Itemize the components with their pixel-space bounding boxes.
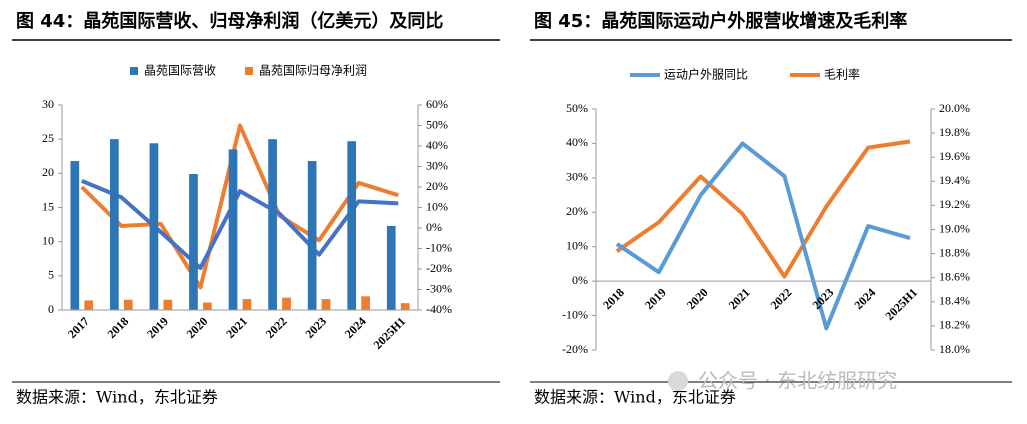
bar bbox=[149, 143, 159, 310]
y-tick-label: 10% bbox=[566, 238, 588, 252]
y2-tick-label: 19.8% bbox=[939, 125, 970, 139]
line bbox=[81, 179, 399, 270]
y2-tick-label: 30% bbox=[426, 158, 448, 172]
y-tick-label: 30% bbox=[566, 170, 588, 184]
y-tick-label: 40% bbox=[566, 135, 588, 149]
y2-tick-label: 19.0% bbox=[939, 221, 970, 235]
bar bbox=[110, 139, 119, 310]
bar bbox=[268, 139, 277, 310]
y2-tick-label: 18.0% bbox=[939, 342, 970, 356]
watermark: 公众号 · 东北纺服研究 bbox=[668, 369, 897, 393]
watermark-text: 公众号 · 东北纺服研究 bbox=[698, 369, 897, 393]
y2-tick-label: 19.4% bbox=[939, 173, 970, 187]
line bbox=[615, 139, 911, 279]
y2-tick-label: -10% bbox=[426, 240, 452, 254]
bar bbox=[189, 174, 198, 310]
x-tick-label: 2018 bbox=[600, 285, 627, 312]
y-tick-label: 0% bbox=[572, 273, 588, 287]
y-tick-label: 50% bbox=[566, 101, 588, 115]
y2-tick-label: 19.6% bbox=[939, 149, 970, 163]
bar bbox=[84, 300, 94, 310]
x-tick-label: 2019 bbox=[642, 285, 669, 312]
x-tick-label: 2024 bbox=[851, 285, 878, 312]
legend-label: 晶苑国际营收 bbox=[144, 64, 216, 78]
y-tick-label: 25 bbox=[42, 131, 54, 145]
bar bbox=[400, 303, 410, 310]
bar bbox=[361, 296, 370, 310]
y-tick-label: 10 bbox=[42, 233, 54, 247]
source: 数据来源：Wind，东北证券 bbox=[16, 388, 218, 407]
y-tick-label: 15 bbox=[42, 199, 54, 213]
y-tick-label: -20% bbox=[562, 342, 588, 356]
y2-tick-label: 20.0% bbox=[939, 101, 970, 115]
legend-label: 晶苑国际归母净利润 bbox=[259, 64, 367, 78]
y2-tick-label: 10% bbox=[426, 199, 448, 213]
y-tick-label: 30 bbox=[42, 97, 54, 111]
y2-tick-label: 0% bbox=[426, 220, 442, 234]
bar bbox=[321, 299, 331, 310]
bar bbox=[347, 141, 357, 310]
y-tick-label: -10% bbox=[562, 307, 588, 321]
bar bbox=[123, 299, 133, 310]
x-tick-label: 2025H1 bbox=[371, 314, 409, 352]
y2-tick-label: 50% bbox=[426, 117, 448, 131]
watermark-icon bbox=[668, 371, 688, 391]
chart-title: 图 45：晶苑国际运动户外服营收增速及毛利率 bbox=[534, 10, 907, 32]
line bbox=[615, 141, 911, 331]
y2-tick-label: 60% bbox=[426, 97, 448, 111]
legend-swatch bbox=[245, 67, 253, 75]
bar bbox=[386, 225, 396, 310]
y2-tick-label: -20% bbox=[426, 261, 452, 275]
bar bbox=[203, 302, 212, 310]
y-tick-label: 0 bbox=[48, 302, 54, 316]
line bbox=[80, 123, 399, 290]
y-tick-label: 5 bbox=[48, 268, 54, 282]
y2-tick-label: 40% bbox=[426, 138, 448, 152]
chart-title: 图 44：晶苑国际营收、归母净利润（亿美元）及同比 bbox=[16, 10, 443, 32]
y2-tick-label: -40% bbox=[426, 302, 452, 316]
x-tick-label: 2021 bbox=[223, 314, 250, 341]
bar bbox=[228, 149, 238, 310]
x-tick-label: 2020 bbox=[184, 314, 211, 341]
bar bbox=[282, 297, 291, 310]
y2-tick-label: 18.4% bbox=[939, 294, 970, 308]
x-tick-label: 2022 bbox=[768, 285, 795, 312]
y2-tick-label: 20% bbox=[426, 179, 448, 193]
bar bbox=[307, 161, 317, 310]
bar bbox=[242, 299, 252, 310]
x-tick-label: 2022 bbox=[263, 314, 290, 341]
y-tick-label: 20% bbox=[566, 204, 588, 218]
x-tick-label: 2018 bbox=[105, 314, 132, 341]
y2-tick-label: 19.2% bbox=[939, 197, 970, 211]
x-tick-label: 2017 bbox=[65, 314, 92, 341]
y-tick-label: 20 bbox=[42, 165, 54, 179]
legend-swatch bbox=[130, 67, 138, 75]
x-tick-label: 2024 bbox=[342, 314, 369, 341]
legend-label: 毛利率 bbox=[824, 67, 860, 82]
bar bbox=[70, 161, 80, 310]
bar bbox=[163, 299, 173, 310]
x-tick-label: 2019 bbox=[144, 314, 171, 341]
source: 数据来源：Wind，东北证券 bbox=[534, 388, 736, 407]
y2-tick-label: 18.6% bbox=[939, 269, 970, 283]
legend-label: 运动户外服同比 bbox=[664, 67, 748, 82]
y2-tick-label: -30% bbox=[426, 281, 452, 295]
y2-tick-label: 18.8% bbox=[939, 245, 970, 259]
x-tick-label: 2023 bbox=[302, 314, 329, 341]
y2-tick-label: 18.2% bbox=[939, 318, 970, 332]
x-tick-label: 2021 bbox=[726, 285, 753, 312]
x-tick-label: 2020 bbox=[684, 285, 711, 312]
x-tick-label: 2025H1 bbox=[882, 285, 920, 323]
